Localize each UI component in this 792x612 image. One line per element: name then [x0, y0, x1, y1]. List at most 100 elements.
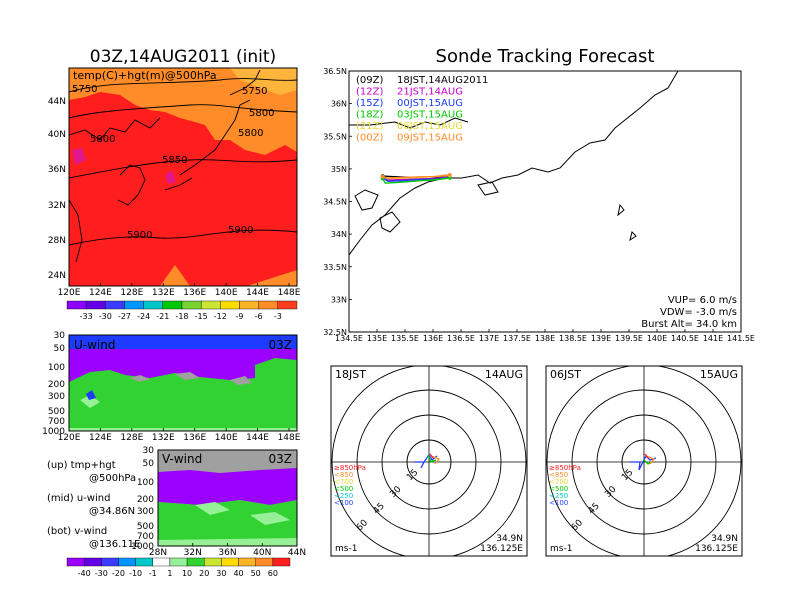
colorbar-label: -20	[112, 569, 125, 578]
colorbar-swatch	[143, 300, 164, 310]
contour-5900	[69, 229, 297, 246]
colorbar-swatch	[66, 557, 85, 567]
colorbar-label: -3	[274, 312, 282, 321]
burst-alt-text: Burst Alt= 34.0 km	[641, 319, 737, 330]
y-tick-label: 28N	[48, 236, 66, 246]
note-line: (bot) v-wind	[47, 526, 107, 537]
x-tick-label: 120E	[58, 433, 81, 443]
colorbar-swatch	[135, 557, 153, 567]
x-tick-label: 28N	[149, 548, 167, 558]
x-tick-label: 134.5E	[335, 334, 363, 343]
colorbar-label: -21	[156, 312, 169, 321]
location-lon: 136.125E	[480, 544, 523, 554]
legend-label: 09JST,15AUG	[397, 133, 463, 144]
x-tick-label: 44N	[288, 548, 306, 558]
colorbar-swatch	[239, 300, 259, 310]
ring-label: 30	[603, 484, 618, 499]
map-title: 03Z,14AUG2011 (init)	[90, 47, 276, 67]
colorbar-label: -12	[214, 312, 227, 321]
level-legend-item: <700	[549, 478, 568, 486]
y-tick-label: 36.5N	[323, 67, 347, 76]
legend-label: 18JST,14AUG2011	[397, 75, 488, 86]
hodograph-trace	[645, 455, 656, 465]
x-tick-label: 148E	[278, 288, 301, 298]
y-tick-label: 1000	[42, 427, 65, 437]
x-tick-label: 139E	[591, 334, 611, 343]
x-tick-label: 137E	[479, 334, 499, 343]
y-tick-label: 34.5N	[323, 198, 347, 207]
hodograph-frame	[330, 365, 528, 557]
y-tick-label: 50	[143, 459, 155, 469]
colorbar-label: -9	[236, 312, 244, 321]
x-tick-label: 32N	[184, 548, 202, 558]
ring-label: 60	[570, 518, 585, 533]
track-title: Sonde Tracking Forecast	[436, 46, 655, 67]
colorbar-label: 1	[167, 569, 172, 578]
u-light-patch	[80, 395, 100, 408]
colorbar-swatch	[169, 557, 188, 567]
hodograph-trace	[430, 455, 441, 465]
y-tick-label: 200	[137, 495, 154, 505]
units-label: ms-1	[335, 544, 357, 554]
y-tick-label: 50	[54, 344, 66, 354]
sonde-track-panel: Sonde Tracking Forecast (09Z) 18JST,14AUG…	[323, 46, 755, 343]
ring-label: 30	[388, 484, 403, 499]
x-tick-label: 138.5E	[559, 334, 587, 343]
colorbar-label: 10	[182, 569, 192, 578]
track-x-ticks: 134.5E 135E 135.5E 136E 136.5E 137E 137.5E 138E…	[335, 329, 755, 343]
track-point	[448, 172, 452, 177]
legend-tag: (21Z)	[356, 121, 383, 132]
x-tick-label: 136E	[183, 288, 206, 298]
u-gray-patches	[130, 372, 252, 385]
ring-label: 45	[372, 501, 387, 516]
y-tick-label: 44N	[48, 97, 66, 107]
track-point	[380, 174, 385, 179]
ring-label: 60	[355, 518, 370, 533]
legend-tag: (18Z)	[356, 110, 383, 121]
u-blue-patch	[86, 390, 96, 400]
map-y-ticks: 44N 40N 36N 32N 28N 24N	[48, 97, 66, 281]
hodograph-frame	[545, 365, 743, 557]
y-tick-label: 34N	[331, 230, 347, 239]
y-tick-label: 200	[48, 380, 65, 390]
colorbar-label: -30	[95, 569, 108, 578]
y-tick-label: 36N	[48, 165, 66, 175]
x-tick-label: 140E	[215, 433, 238, 443]
contour-label: 5900	[127, 230, 152, 241]
track-series-line	[382, 177, 450, 184]
units-label: ms-1	[550, 544, 572, 554]
u-blue-field	[69, 335, 297, 349]
y-tick-label: 33.5N	[323, 263, 347, 272]
x-tick-label: 120E	[58, 288, 81, 298]
colorbar-label: -27	[118, 312, 131, 321]
x-tick-label: 140.5E	[671, 334, 699, 343]
hodograph-trace	[427, 454, 437, 463]
hodograph-trace	[429, 453, 434, 459]
x-tick-label: 137.5E	[503, 334, 531, 343]
hodograph-trace	[414, 453, 438, 469]
note-line: @500hPa	[89, 473, 136, 484]
hodograph-trace	[644, 453, 649, 459]
y-tick-label: 500	[137, 522, 154, 532]
colorbar-label: -6	[255, 312, 263, 321]
y-tick-label: 24N	[48, 271, 66, 281]
colorbar-label: -30	[99, 312, 112, 321]
x-tick-label: 148E	[278, 433, 301, 443]
level-legend-item: ≥850hPa	[334, 464, 366, 472]
x-tick-label: 124E	[89, 433, 112, 443]
location-lat: 34.9N	[711, 534, 738, 544]
colorbar-swatch	[162, 300, 183, 310]
x-tick-label: 124E	[89, 288, 112, 298]
y-tick-label: 1000	[131, 542, 154, 552]
x-tick-label: 135.5E	[391, 334, 419, 343]
temperature-map-panel: 03Z,14AUG2011 (init) temp(C)+hgt(m)@500h…	[48, 47, 301, 321]
v-wind-label: V-wind	[162, 452, 202, 466]
note-line: (up) tmp+hgt	[47, 460, 116, 471]
map-colorbar: -33 -30 -27 -24 -21 -18 -15 -12 -9 -6 -3	[66, 300, 298, 321]
hodograph-time: 06JST	[550, 368, 581, 381]
contour-label: 5800	[249, 108, 274, 119]
track-series-line	[382, 174, 450, 179]
